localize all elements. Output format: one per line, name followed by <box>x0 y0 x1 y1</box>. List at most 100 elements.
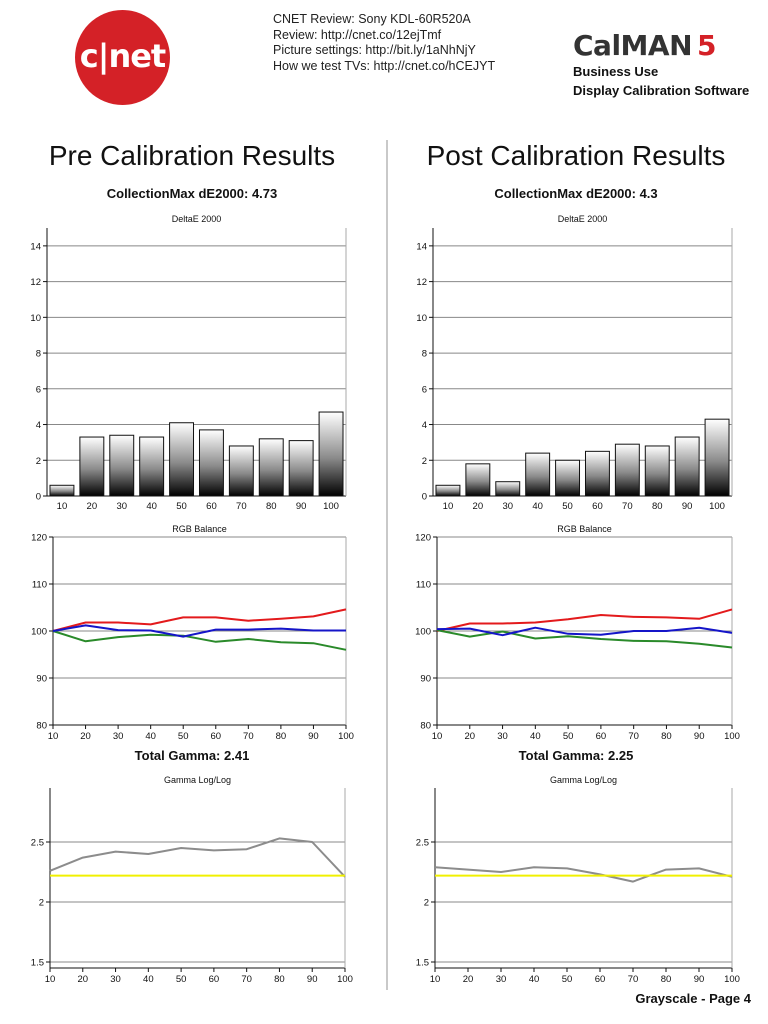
pre-rgb-xtick-label: 50 <box>178 731 189 742</box>
pre-deltae-bar <box>228 445 254 497</box>
cnet-logo-text: c|net <box>79 37 166 75</box>
pre-deltae-ytick-label: 2 <box>36 456 41 467</box>
post-deltae-ytick-label: 6 <box>422 384 427 395</box>
pre-rgb-ytick-label: 90 <box>36 674 47 685</box>
review-link[interactable]: Review: http://cnet.co/12ejTmf <box>273 27 442 42</box>
post-rgb-chart <box>433 536 733 729</box>
post-rgb-xtick-label: 10 <box>432 731 443 742</box>
post-deltae-xtick-label: 20 <box>473 501 484 512</box>
post-rgb-ytick-label: 110 <box>416 580 431 591</box>
pre-rgb-series-blue <box>52 624 346 638</box>
pre-deltae-bar <box>139 436 165 497</box>
pre-deltae-bar <box>169 422 195 497</box>
pre-rgb-series-red <box>52 608 347 632</box>
pre-gamma-ytick-label: 2 <box>39 898 44 909</box>
post-rgb-ytick-label: 80 <box>420 721 431 732</box>
post-deltae-ytick-label: 14 <box>416 241 427 252</box>
how-we-test-link[interactable]: How we test TVs: http://cnet.co/hCEJYT <box>273 58 496 73</box>
post-gamma-xtick-label: 10 <box>430 974 441 985</box>
pre-deltae-xtick-label: 90 <box>296 501 307 512</box>
pre-collection-max-label: CollectionMax dE2000: 4.73 <box>106 186 278 201</box>
post-gamma-ytick-label: 1.5 <box>416 958 429 969</box>
post-rgb-title: RGB Balance <box>557 524 612 534</box>
pre-deltae-xtick-label: 40 <box>146 501 157 512</box>
review-title: CNET Review: Sony KDL-60R520A <box>273 12 471 26</box>
post-rgb-xtick-label: 60 <box>596 731 607 742</box>
pre-deltae-ytick-label: 6 <box>36 384 41 395</box>
pre-deltae-title: DeltaE 2000 <box>172 214 222 224</box>
post-deltae-bar <box>644 445 670 497</box>
post-gamma-xtick-label: 90 <box>694 974 705 985</box>
post-gamma-xtick-label: 60 <box>595 974 606 985</box>
pre-gamma-xtick-label: 60 <box>209 974 220 985</box>
post-gamma-xtick-label: 70 <box>628 974 639 985</box>
picture-settings-link[interactable]: Picture settings: http://bit.ly/1aNhNjY <box>273 43 476 57</box>
post-deltae-bar <box>704 418 730 497</box>
pre-deltae-bar <box>109 434 135 497</box>
pre-rgb-ytick-label: 110 <box>32 580 47 591</box>
post-rgb-series-green <box>436 629 733 649</box>
pre-gamma-xtick-label: 100 <box>337 974 353 985</box>
pre-rgb-series-green <box>52 630 347 651</box>
post-rgb-ytick-label: 120 <box>415 533 431 544</box>
calman-edition: Business Use <box>573 64 659 79</box>
post-deltae-xtick-label: 90 <box>682 501 693 512</box>
pre-gamma-xtick-label: 40 <box>143 974 154 985</box>
post-rgb-series-red <box>436 608 733 632</box>
post-rgb-xtick-label: 30 <box>497 731 508 742</box>
pre-rgb-xtick-label: 90 <box>308 731 319 742</box>
post-gamma-title: Gamma Log/Log <box>550 775 617 785</box>
pre-rgb-title: RGB Balance <box>172 524 227 534</box>
post-deltae-ytick-label: 4 <box>422 420 427 431</box>
pre-deltae-ytick-label: 14 <box>30 241 41 252</box>
post-rgb-ytick-label: 90 <box>420 674 431 685</box>
pre-gamma-title: Gamma Log/Log <box>164 775 231 785</box>
pre-rgb-xtick-label: 100 <box>338 731 354 742</box>
post-gamma-series-gamma <box>434 866 733 883</box>
pre-deltae-bar <box>258 438 284 497</box>
pre-rgb-xtick-label: 60 <box>210 731 221 742</box>
post-deltae-ytick-label: 0 <box>422 492 427 503</box>
post-deltae-ytick-label: 2 <box>422 456 427 467</box>
pre-rgb-xtick-label: 70 <box>243 731 254 742</box>
post-deltae-xtick-label: 50 <box>562 501 573 512</box>
pre-deltae-bar <box>49 484 75 497</box>
pre-deltae-ytick-label: 0 <box>36 492 41 503</box>
pre-gamma-xtick-label: 50 <box>176 974 187 985</box>
pre-deltae-xtick-label: 10 <box>57 501 68 512</box>
pre-gamma-xtick-label: 10 <box>45 974 56 985</box>
post-rgb-xtick-label: 80 <box>661 731 672 742</box>
pre-rgb-ytick-label: 100 <box>31 627 47 638</box>
pre-gamma-xtick-label: 30 <box>110 974 121 985</box>
page-footer: Grayscale - Page 4 <box>635 991 751 1006</box>
post-deltae-bar <box>465 463 491 497</box>
pre-deltae-xtick-label: 80 <box>266 501 277 512</box>
post-deltae-xtick-label: 80 <box>652 501 663 512</box>
column-divider <box>386 140 388 990</box>
post-rgb-ytick-label: 100 <box>415 627 431 638</box>
pre-rgb-xtick-label: 10 <box>48 731 59 742</box>
post-deltae-xtick-label: 10 <box>443 501 454 512</box>
review-info: CNET Review: Sony KDL-60R520A Review: ht… <box>273 12 495 74</box>
pre-rgb-ytick-label: 80 <box>36 721 47 732</box>
pre-rgb-xtick-label: 30 <box>113 731 124 742</box>
post-rgb-xtick-label: 50 <box>563 731 574 742</box>
pre-calibration-heading: Pre Calibration Results <box>48 140 336 171</box>
pre-gamma-series-gamma <box>49 837 346 878</box>
pre-deltae-bar <box>198 429 224 497</box>
post-rgb-xtick-label: 20 <box>464 731 475 742</box>
post-rgb-xtick-label: 90 <box>694 731 705 742</box>
pre-deltae-xtick-label: 100 <box>323 501 339 512</box>
post-rgb-xtick-label: 70 <box>628 731 639 742</box>
pre-deltae-ytick-label: 12 <box>30 277 41 288</box>
pre-deltae-chart <box>43 228 347 497</box>
pre-gamma-xtick-label: 20 <box>77 974 88 985</box>
post-deltae-ytick-label: 10 <box>416 313 427 324</box>
post-gamma-xtick-label: 40 <box>529 974 540 985</box>
cnet-logo: c|net <box>75 10 170 105</box>
post-gamma-xtick-label: 80 <box>661 974 672 985</box>
pre-rgb-ytick-label: 120 <box>31 533 47 544</box>
post-deltae-xtick-label: 70 <box>622 501 633 512</box>
post-gamma-chart <box>431 788 733 972</box>
